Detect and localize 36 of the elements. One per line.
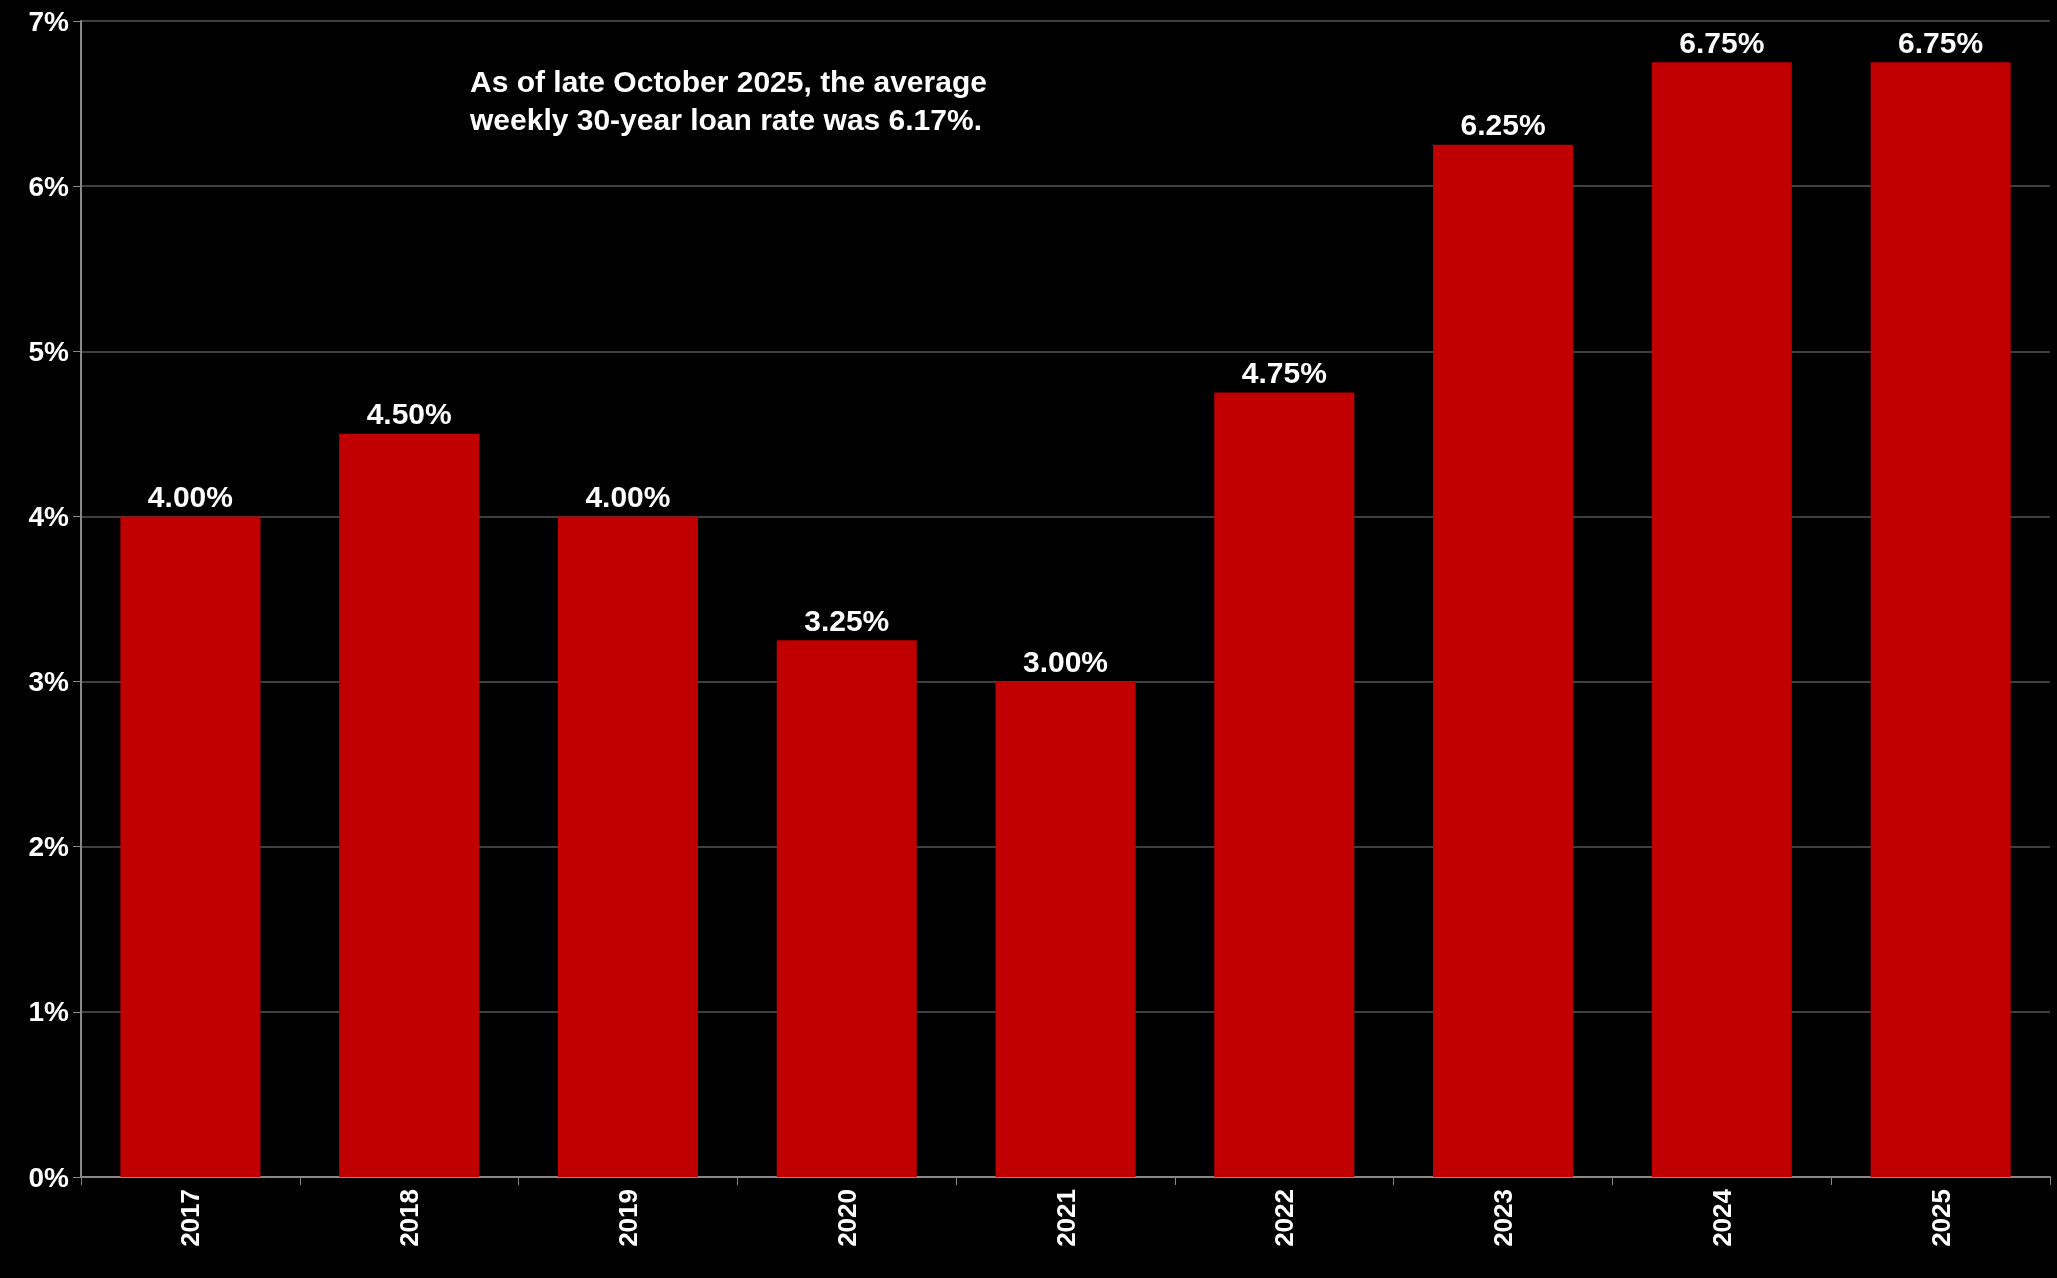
data-label: 6.75% <box>1898 25 1984 59</box>
bar <box>120 516 261 1177</box>
bar <box>995 681 1136 1177</box>
y-tick-label: 1% <box>28 996 70 1028</box>
y-tick-label: 3% <box>28 666 70 698</box>
data-label: 4.00% <box>585 479 671 513</box>
data-label: 6.25% <box>1460 108 1546 142</box>
x-tick-label: 2025 <box>1925 1189 1956 1247</box>
data-label: 3.25% <box>804 603 890 637</box>
x-tick-label: 2020 <box>831 1189 862 1247</box>
bar <box>1433 144 1574 1177</box>
x-tick-label: 2023 <box>1488 1189 1519 1247</box>
bar <box>1214 392 1355 1177</box>
x-tick-label: 2022 <box>1269 1189 1300 1247</box>
x-tick-label: 2024 <box>1706 1188 1737 1247</box>
bar <box>557 516 698 1177</box>
y-tick-label: 4% <box>28 500 70 532</box>
data-label: 6.75% <box>1679 25 1765 59</box>
y-tick-label: 5% <box>28 335 70 367</box>
y-tick-label: 6% <box>28 170 70 202</box>
x-tick-label: 2018 <box>394 1189 425 1247</box>
annotation: As of late October 2025, the average weekly 30-year loan rate was 6.17%. <box>469 64 996 136</box>
data-label: 3.00% <box>1022 645 1109 679</box>
x-tick-label: 2017 <box>175 1189 206 1247</box>
y-tick-label: 7% <box>28 5 70 37</box>
x-tick-label: 2019 <box>612 1189 643 1247</box>
data-label: 4.00% <box>147 479 233 513</box>
data-label: 4.75% <box>1241 356 1327 390</box>
y-tick-label: 2% <box>28 831 70 863</box>
bar <box>1870 62 2011 1177</box>
data-label: 4.50% <box>366 397 452 431</box>
y-tick-label: 0% <box>28 1161 70 1193</box>
bar <box>339 433 480 1177</box>
bar <box>1651 62 1792 1177</box>
bar <box>776 640 917 1177</box>
x-tick-label: 2021 <box>1050 1189 1081 1247</box>
